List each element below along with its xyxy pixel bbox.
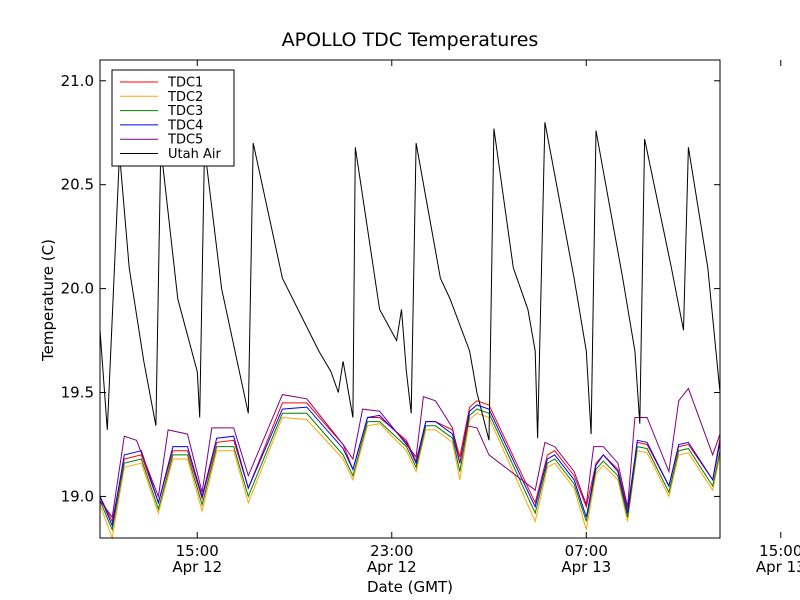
x-tick-label-time: 23:00 [370, 542, 413, 560]
plot-frame [99, 59, 721, 539]
x-tick-label-time: 07:00 [565, 542, 608, 560]
series-line-tdc5 [99, 387, 721, 519]
plot-lines [99, 122, 721, 540]
y-tick-label: 20.5 [61, 176, 94, 194]
series-line-tdc3 [99, 408, 721, 532]
x-tick-label-time: 15:00 [176, 542, 219, 560]
x-tick-label-date: Apr 12 [367, 558, 417, 576]
y-tick-label: 19.0 [61, 487, 94, 505]
y-tick-label: 20.0 [61, 280, 94, 298]
legend-label-tdc4: TDC4 [167, 118, 203, 133]
legend-box [111, 69, 235, 167]
legend-label-tdc3: TDC3 [167, 104, 203, 119]
series-line-tdc4 [99, 404, 721, 528]
x-tick-label-time: 15:00 [759, 542, 800, 560]
legend-label-tdc5: TDC5 [167, 133, 203, 148]
x-axis-label: Date (GMT) [367, 578, 453, 596]
y-axis-label: Temperature (C) [39, 239, 57, 362]
series-line-tdc2 [99, 412, 721, 540]
x-tick-label-date: Apr 13 [561, 558, 611, 576]
legend-label-tdc1: TDC1 [167, 76, 203, 91]
x-tick-label-date: Apr 13 [756, 558, 800, 576]
x-tick-label-date: Apr 12 [172, 558, 222, 576]
chart-title: APOLLO TDC Temperatures [282, 29, 539, 51]
y-tick-label: 19.5 [61, 384, 94, 402]
series-line-utah-air [99, 122, 721, 441]
legend-label-tdc2: TDC2 [167, 90, 203, 105]
legend-label-utah-air: Utah Air [168, 147, 221, 162]
y-tick-label: 21.0 [61, 72, 94, 90]
